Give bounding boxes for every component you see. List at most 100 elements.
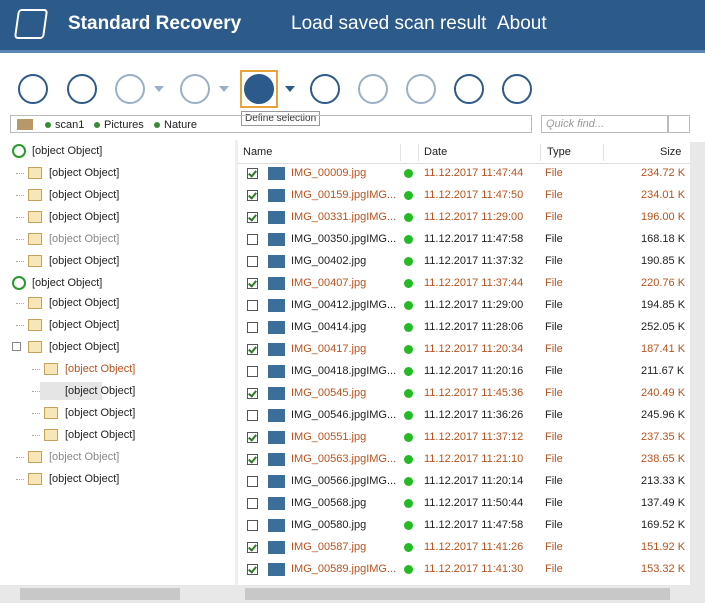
table-row[interactable]: IMG_00587.jpg 11.12.2017 11:41:26 File 151.…: [238, 536, 690, 558]
row-checkbox[interactable]: [247, 542, 258, 553]
tree-connector: [16, 217, 24, 218]
tree-node[interactable]: [object Object]: [0, 403, 235, 423]
table-row[interactable]: IMG_00545.jpg 11.12.2017 11:45:36 File 240.…: [238, 382, 690, 404]
define-selection-button[interactable]: [244, 74, 274, 104]
row-checkbox[interactable]: [247, 168, 258, 179]
table-row[interactable]: IMG_00418.jpgIMG... 11.12.2017 11:20:16 Fi…: [238, 360, 690, 382]
file-type: File: [545, 475, 563, 487]
dropdown[interactable]: [285, 86, 295, 92]
case-button[interactable]: [454, 74, 484, 104]
save-button[interactable]: [115, 74, 145, 104]
list-button[interactable]: [180, 74, 210, 104]
tree-panel: [object Object] [object Object] [object Ob…: [0, 140, 235, 585]
tree-node[interactable]: [object Object]: [0, 293, 235, 313]
table-row[interactable]: IMG_00551.jpg 11.12.2017 11:37:12 File 237.…: [238, 426, 690, 448]
row-checkbox[interactable]: [247, 564, 258, 575]
row-checkbox[interactable]: [247, 498, 258, 509]
menu-item[interactable]: About: [497, 13, 547, 34]
splitter: [235, 140, 238, 603]
file-date: 11.12.2017 11:20:34: [424, 343, 524, 355]
table-row[interactable]: IMG_00414.jpg 11.12.2017 11:28:06 File 252.…: [238, 316, 690, 338]
row-checkbox[interactable]: [247, 366, 258, 377]
app-logo: [13, 9, 49, 39]
tree-node[interactable]: [object Object]: [0, 359, 235, 379]
table-row[interactable]: IMG_00546.jpgIMG... 11.12.2017 11:36:26 Fi…: [238, 404, 690, 426]
tree-node[interactable]: [object Object]: [0, 469, 235, 489]
column-header[interactable]: Name: [243, 146, 273, 158]
file-type: File: [545, 343, 563, 355]
table-row[interactable]: IMG_00566.jpgIMG... 11.12.2017 11:20:14 Fi…: [238, 470, 690, 492]
table-row[interactable]: IMG_00402.jpg 11.12.2017 11:37:32 File 190.…: [238, 250, 690, 272]
row-checkbox[interactable]: [247, 476, 258, 487]
table-row[interactable]: IMG_00159.jpgIMG... 11.12.2017 11:47:50 Fi…: [238, 184, 690, 206]
tree-node[interactable]: [object Object]: [0, 447, 235, 467]
info-button[interactable]: [502, 74, 532, 104]
dropdown[interactable]: [154, 86, 164, 92]
row-checkbox[interactable]: [247, 190, 258, 201]
tree-connector: [32, 369, 40, 370]
table-row[interactable]: IMG_00412.jpgIMG... 11.12.2017 11:29:00 Fi…: [238, 294, 690, 316]
table-row[interactable]: IMG_00009.jpg 11.12.2017 11:47:44 File 234.…: [238, 162, 690, 184]
search-go[interactable]: [668, 115, 690, 133]
tree-connector: [16, 239, 24, 240]
table-row[interactable]: IMG_00350.jpgIMG... 11.12.2017 11:47:58 Fi…: [238, 228, 690, 250]
dropdown[interactable]: [219, 86, 229, 92]
crumb-item[interactable]: scan1: [55, 119, 85, 131]
tree-node[interactable]: [object Object]: [0, 251, 235, 271]
file-size: 252.05 K: [641, 321, 686, 333]
next-button[interactable]: [406, 74, 436, 104]
table-row[interactable]: IMG_00568.jpg 11.12.2017 11:50:44 File 137.…: [238, 492, 690, 514]
tree-node[interactable]: [object Object]: [0, 163, 235, 183]
tree-node[interactable]: [object Object]: [0, 315, 235, 335]
column-header[interactable]: Date: [424, 146, 448, 158]
tree-node[interactable]: [object Object]: [0, 207, 235, 227]
scroll-thumb[interactable]: [245, 588, 670, 600]
table-row[interactable]: IMG_00563.jpgIMG... 11.12.2017 11:21:10 Fi…: [238, 448, 690, 470]
menu-item[interactable]: Load saved scan result: [291, 13, 487, 34]
find-button[interactable]: [310, 74, 340, 104]
row-checkbox[interactable]: [247, 212, 258, 223]
row-checkbox[interactable]: [247, 388, 258, 399]
column-header[interactable]: Size: [660, 146, 682, 158]
tree-connector: [16, 479, 24, 480]
v-scrollbar[interactable]: [690, 142, 705, 585]
row-checkbox[interactable]: [247, 432, 258, 443]
row-checkbox[interactable]: [247, 344, 258, 355]
file-size: 153.32 K: [641, 563, 686, 575]
row-checkbox[interactable]: [247, 454, 258, 465]
tree-label: [object Object]: [49, 297, 120, 309]
table-row[interactable]: IMG_00589.jpgIMG... 11.12.2017 11:41:30 Fi…: [238, 558, 690, 580]
prev-button[interactable]: [358, 74, 388, 104]
search-box[interactable]: Quick find...: [541, 115, 668, 133]
row-checkbox[interactable]: [247, 520, 258, 531]
tree-node[interactable]: [object Object]: [0, 229, 235, 249]
table-row[interactable]: IMG_00417.jpg 11.12.2017 11:20:34 File 187.…: [238, 338, 690, 360]
image-icon: [268, 387, 285, 400]
search-button[interactable]: [67, 74, 97, 104]
row-checkbox[interactable]: [247, 410, 258, 421]
file-type: File: [545, 409, 563, 421]
file-date: 11.12.2017 11:20:16: [424, 365, 524, 377]
tree-node[interactable]: [object Object]: [0, 185, 235, 205]
scroll-thumb[interactable]: [20, 588, 180, 600]
table-row[interactable]: IMG_00580.jpg 11.12.2017 11:47:58 File 169.…: [238, 514, 690, 536]
image-icon: [268, 431, 285, 444]
tree-connector: [16, 261, 24, 262]
row-checkbox[interactable]: [247, 300, 258, 311]
table-row[interactable]: IMG_00331.jpgIMG... 11.12.2017 11:29:00 Fi…: [238, 206, 690, 228]
tree-node[interactable]: [object Object]: [0, 337, 235, 357]
table-row[interactable]: IMG_00407.jpg 11.12.2017 11:37:44 File 220.…: [238, 272, 690, 294]
back-button[interactable]: [18, 74, 48, 104]
row-checkbox[interactable]: [247, 322, 258, 333]
collapse-toggle[interactable]: [12, 342, 21, 351]
tree-node[interactable]: [object Object]: [0, 425, 235, 445]
row-checkbox[interactable]: [247, 234, 258, 245]
row-checkbox[interactable]: [247, 278, 258, 289]
row-checkbox[interactable]: [247, 256, 258, 267]
tree-node[interactable]: [object Object]: [0, 273, 235, 293]
tree-node[interactable]: [object Object]: [0, 141, 235, 161]
crumb-item[interactable]: Pictures: [104, 119, 144, 131]
column-header[interactable]: Type: [547, 146, 571, 158]
tree-node[interactable]: [object Object]: [0, 381, 235, 401]
crumb-item[interactable]: Nature: [164, 119, 198, 131]
